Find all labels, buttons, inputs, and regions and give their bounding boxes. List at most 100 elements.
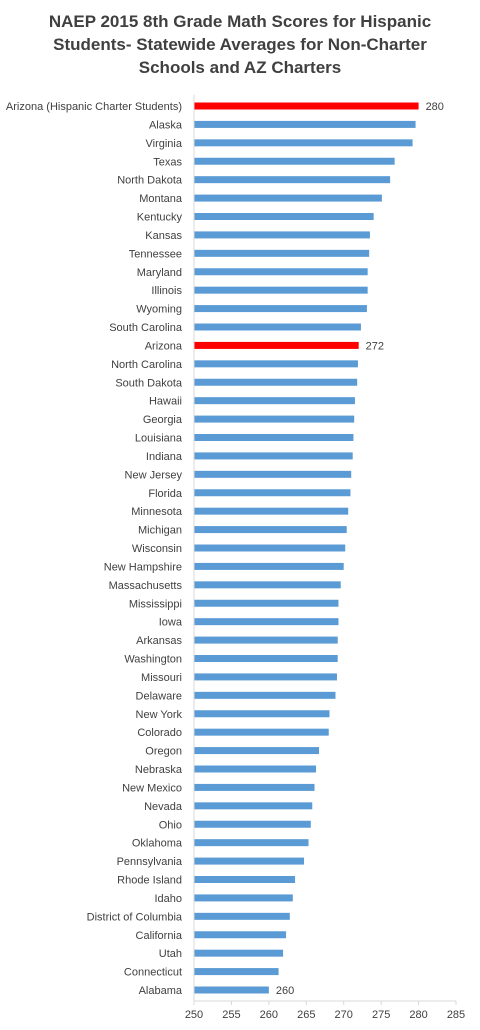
category-label: Nebraska (135, 764, 183, 776)
category-label: New York (136, 709, 183, 721)
category-label: Hawaii (149, 396, 182, 408)
bar (194, 176, 391, 184)
category-label: California (136, 930, 183, 942)
bar (194, 194, 382, 202)
bar (194, 452, 353, 460)
bar (194, 157, 395, 165)
bar (194, 581, 341, 589)
category-label: New Jersey (125, 469, 183, 481)
bar (194, 839, 309, 847)
bar (194, 710, 330, 718)
category-label: Oregon (145, 746, 182, 758)
category-label: Connecticut (124, 967, 182, 979)
category-label: Iowa (159, 617, 183, 629)
bar (194, 213, 374, 220)
category-label: Indiana (146, 451, 183, 463)
category-label: Arizona (145, 340, 183, 352)
bar (194, 783, 315, 791)
category-label: Delaware (136, 690, 182, 702)
category-label: Wyoming (136, 304, 182, 316)
bar (194, 470, 352, 478)
category-label: Maryland (137, 267, 182, 279)
bar (194, 931, 287, 939)
bar (194, 268, 368, 276)
bar (194, 323, 361, 331)
bar (194, 305, 367, 313)
category-label: Idaho (154, 893, 182, 905)
category-label: District of Columbia (87, 911, 183, 923)
category-label: Wisconsin (132, 543, 182, 555)
category-label: Ohio (159, 819, 182, 831)
category-label: Louisiana (135, 433, 183, 445)
bar (194, 397, 355, 405)
category-label: Rhode Island (117, 875, 182, 887)
category-label: Alaska (149, 119, 183, 131)
category-label: New Mexico (122, 782, 182, 794)
x-axis: 250 255 260 265 270 275 280 285 (185, 94, 465, 1021)
category-label: Massachusetts (109, 580, 183, 592)
category-label: Tennessee (129, 248, 182, 260)
x-tick-label: 250 (185, 1009, 203, 1021)
bar (194, 562, 344, 570)
category-label: Pennsylvania (117, 856, 183, 868)
category-label: Missouri (141, 672, 182, 684)
category-label: Nevada (144, 801, 183, 813)
bar (194, 802, 313, 810)
bar (194, 986, 269, 994)
x-tick-label: 275 (372, 1009, 390, 1021)
data-label: 260 (276, 985, 294, 997)
bar (194, 765, 317, 773)
chart-title: NAEP 2015 8th Grade Math Scores for Hisp… (48, 12, 432, 77)
bar (194, 949, 284, 957)
bar (194, 434, 354, 441)
bar (194, 507, 349, 515)
bar (194, 876, 296, 883)
category-label: Arizona (Hispanic Charter Students) (6, 101, 182, 113)
category-label: New Hampshire (104, 561, 182, 573)
category-label: Minnesota (131, 506, 183, 518)
bar (194, 378, 358, 386)
category-label: Florida (148, 488, 183, 500)
bar (194, 489, 351, 497)
category-label: Alabama (139, 985, 183, 997)
bar (194, 360, 358, 368)
bar (194, 820, 311, 828)
bars-layer: Arizona (Hispanic Charter Students) 280 Al… (6, 101, 444, 997)
category-label: Colorado (137, 727, 182, 739)
data-label: 280 (426, 101, 444, 113)
bar (194, 857, 305, 865)
bar (194, 655, 338, 662)
category-label: North Carolina (111, 359, 183, 371)
x-tick-label: 260 (260, 1009, 278, 1021)
bar (194, 673, 337, 681)
category-label: Kentucky (137, 212, 183, 224)
bar (194, 249, 370, 257)
bar (194, 341, 359, 349)
bar (194, 139, 413, 147)
bar (194, 636, 338, 644)
category-label: Kansas (145, 230, 182, 242)
category-label: Montana (139, 193, 183, 205)
category-label: Oklahoma (132, 838, 183, 850)
category-label: Arkansas (136, 635, 182, 647)
x-tick-label: 265 (297, 1009, 315, 1021)
x-tick-label: 280 (409, 1009, 427, 1021)
x-tick-label: 255 (222, 1009, 240, 1021)
bar (194, 231, 370, 239)
category-label: North Dakota (117, 175, 183, 187)
category-label: Washington (124, 654, 182, 666)
bar (194, 120, 416, 128)
category-label: Illinois (151, 285, 182, 297)
data-label: 272 (366, 340, 384, 352)
bar (194, 747, 320, 755)
category-label: Michigan (138, 525, 182, 537)
category-label: Texas (153, 156, 182, 168)
bar (194, 544, 346, 552)
x-tick-label: 285 (447, 1009, 465, 1021)
category-label: Georgia (143, 414, 183, 426)
category-label: Virginia (146, 138, 183, 150)
bar (194, 968, 279, 976)
x-tick-label: 270 (335, 1009, 353, 1021)
category-label: Mississippi (129, 598, 182, 610)
